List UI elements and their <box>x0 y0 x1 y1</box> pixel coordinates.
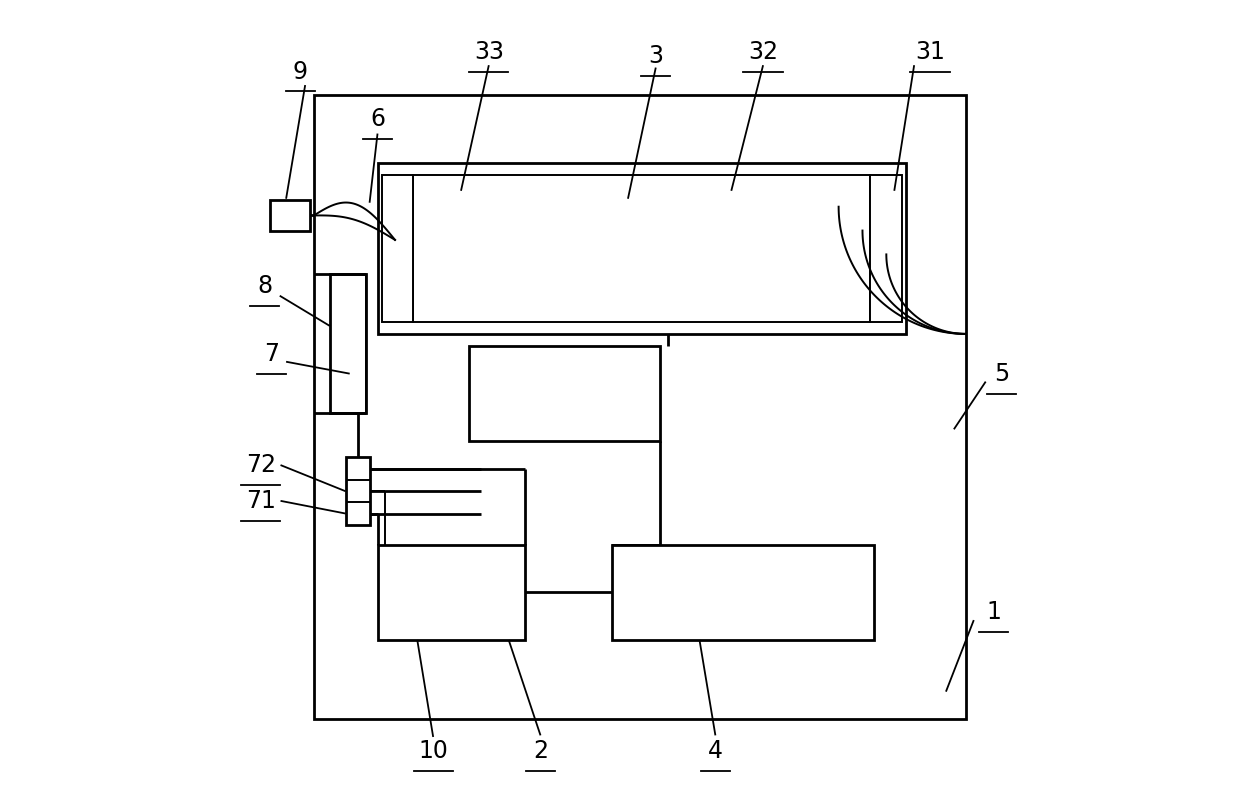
Text: 7: 7 <box>264 342 279 366</box>
Bar <box>613 545 874 640</box>
Bar <box>270 200 310 231</box>
Bar <box>469 346 660 441</box>
Text: 3: 3 <box>649 44 663 68</box>
Text: 9: 9 <box>293 60 308 83</box>
Text: 10: 10 <box>418 739 448 763</box>
Text: 1: 1 <box>986 600 1001 624</box>
Bar <box>346 457 370 525</box>
Text: 6: 6 <box>370 107 386 131</box>
Text: 8: 8 <box>257 274 273 298</box>
Text: 2: 2 <box>533 739 548 763</box>
Bar <box>314 95 966 719</box>
Text: 71: 71 <box>246 489 275 513</box>
Bar <box>413 175 870 322</box>
Text: 5: 5 <box>994 362 1009 386</box>
Text: 31: 31 <box>915 40 945 64</box>
Text: 4: 4 <box>708 739 723 763</box>
Bar <box>330 274 366 413</box>
Text: 32: 32 <box>748 40 779 64</box>
Bar <box>377 545 525 640</box>
Bar <box>870 175 903 322</box>
Bar <box>377 163 906 334</box>
Text: 33: 33 <box>474 40 503 64</box>
Text: 72: 72 <box>246 453 275 477</box>
Bar <box>382 175 413 322</box>
